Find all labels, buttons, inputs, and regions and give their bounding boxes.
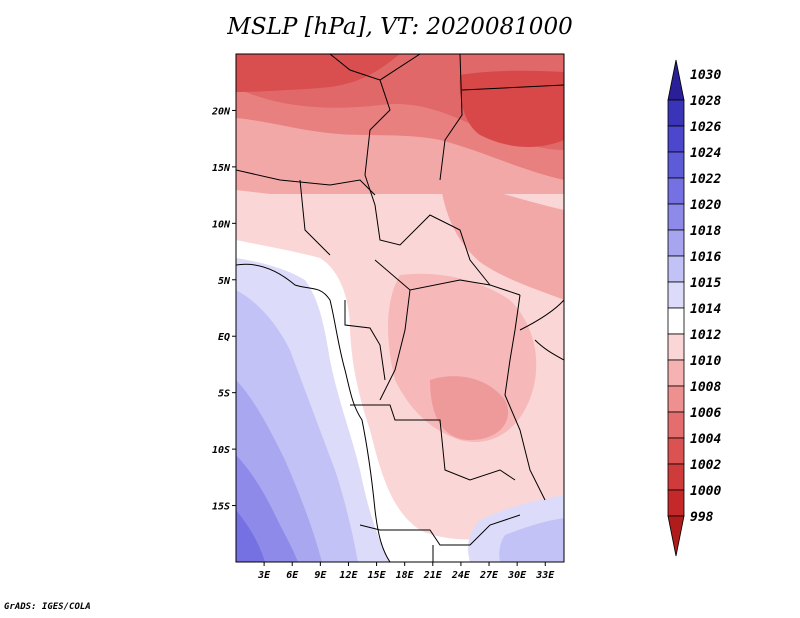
border-niger-libya — [379, 54, 421, 81]
colorbar-swatch — [667, 307, 685, 335]
colorbar-swatch — [667, 59, 685, 101]
band-1022 — [236, 510, 265, 562]
border-sahel — [236, 169, 376, 196]
colorbar-swatch — [667, 411, 685, 439]
colorbar-swatch — [667, 229, 685, 257]
map-frame — [235, 53, 565, 563]
lon-tick-label: 24E — [451, 570, 471, 581]
lat-tick-label: 15N — [212, 163, 231, 174]
colorbar-label: 1004 — [690, 432, 721, 447]
colorbar-label: 1028 — [690, 94, 721, 109]
credit-text: GrADS: IGES/COLA — [4, 602, 91, 612]
border-drc-west — [379, 289, 411, 401]
colorbar-label: 1010 — [690, 354, 721, 369]
colorbar-swatch — [667, 99, 685, 127]
border-egypt-lat22 — [461, 84, 564, 91]
colorbar-swatch — [667, 255, 685, 283]
longitude-axis: 3E 6E 9E 12E 15E 18E 21E 24E 27E 30E 33E — [257, 562, 555, 581]
band-1008-center — [430, 376, 509, 440]
lon-tick-label: 27E — [479, 570, 499, 581]
borders — [236, 54, 564, 562]
border-nigeria — [299, 179, 331, 256]
border-car — [374, 259, 491, 291]
lon-tick-label: 30E — [507, 570, 527, 581]
lat-tick-label: 10N — [212, 219, 231, 230]
colorbar-label: 1022 — [690, 172, 721, 187]
colorbar-swatch — [667, 515, 685, 557]
band-1004-west — [236, 54, 400, 92]
colorbar-label: 1018 — [690, 224, 721, 239]
map-title: MSLP [hPa], VT: 2020081000 — [227, 14, 573, 40]
colorbar-label: 1020 — [690, 198, 721, 213]
colorbar-label: 998 — [690, 510, 714, 525]
colorbar-label: 1008 — [690, 380, 721, 395]
lon-tick-label: 18E — [396, 570, 415, 581]
lon-tick-label: 6E — [286, 570, 299, 581]
coastline-west — [236, 263, 391, 562]
border-east — [504, 294, 546, 501]
border-gabon-congo — [344, 300, 386, 381]
colorbar-label: 1006 — [690, 406, 721, 421]
colorbar: 1030 1028 1026 1024 1022 1020 1018 1016 1015 1014… — [667, 59, 721, 557]
lat-tick-label: 5S — [218, 389, 230, 400]
colorbar-swatch — [667, 177, 685, 205]
colorbar-label: 1014 — [690, 302, 721, 317]
pressure-field — [236, 54, 564, 562]
colorbar-swatch — [667, 281, 685, 309]
colorbar-label: 1000 — [690, 484, 721, 499]
lon-tick-label: 12E — [339, 570, 358, 581]
colorbar-swatch — [667, 437, 685, 465]
lon-tick-label: 21E — [423, 570, 443, 581]
colorbar-label: 1015 — [690, 276, 721, 291]
colorbar-swatch — [667, 333, 685, 361]
lon-tick-label: 33E — [535, 570, 555, 581]
border-angola-drc — [350, 404, 516, 481]
colorbar-label: 1016 — [690, 250, 721, 265]
band-1016-se — [499, 518, 564, 562]
colorbar-swatch — [667, 385, 685, 413]
lat-tick-label: 5N — [218, 276, 231, 287]
latitude-axis: 20N 15N 10N 5N EQ 5S 10S 15S — [211, 106, 236, 513]
border-chad-sudan — [329, 54, 521, 296]
lat-tick-label: EQ — [218, 332, 230, 343]
border-kenya — [534, 339, 564, 361]
colorbar-label: 1002 — [690, 458, 721, 473]
border-lake-victoria — [519, 299, 564, 331]
colorbar-label: 1026 — [690, 120, 721, 135]
colorbar-swatch — [667, 203, 685, 231]
colorbar-label: 1024 — [690, 146, 721, 161]
lat-tick-label: 15S — [212, 502, 230, 513]
band-1010-east — [440, 180, 564, 300]
lon-tick-label: 15E — [368, 570, 387, 581]
border-namibia-zambia — [359, 514, 521, 546]
lon-tick-label: 9E — [314, 570, 327, 581]
colorbar-swatch — [667, 463, 685, 491]
colorbar-swatch — [667, 489, 685, 517]
band-1004-east — [459, 70, 564, 147]
colorbar-swatch — [667, 125, 685, 153]
lat-tick-label: 20N — [211, 106, 231, 117]
colorbar-label: 1012 — [690, 328, 721, 343]
lon-tick-label: 3E — [257, 570, 271, 581]
border-egypt-sudan — [439, 54, 463, 181]
colorbar-swatch — [667, 151, 685, 179]
lat-tick-label: 10S — [212, 445, 230, 456]
colorbar-swatch — [667, 359, 685, 387]
colorbar-label: 1030 — [690, 68, 721, 83]
